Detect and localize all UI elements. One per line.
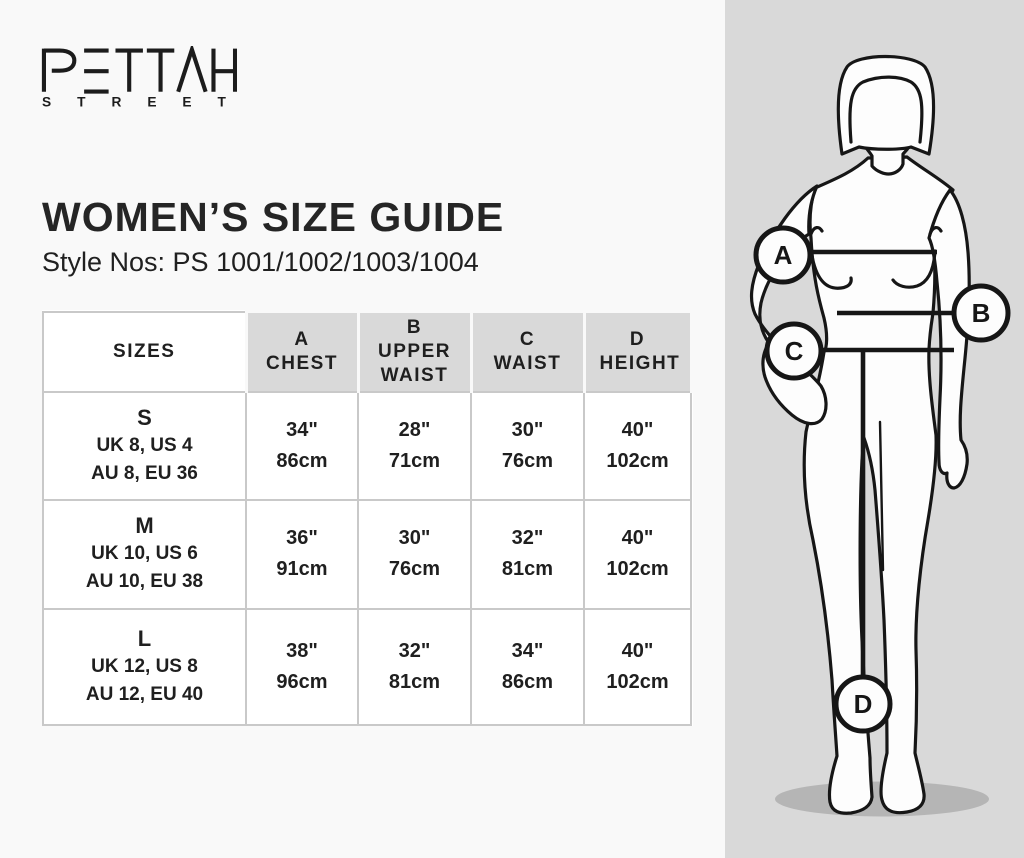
upper-waist-cell: 32" 81cm: [357, 607, 472, 726]
value-cm: 76cm: [501, 449, 554, 472]
size-uk-us: UK 12, US 8: [91, 655, 198, 677]
chest-cell: 34" 86cm: [245, 390, 359, 501]
value-cm: 102cm: [606, 449, 669, 472]
figure-bust-right: [891, 249, 937, 289]
header-name-height: HEIGHT: [599, 352, 681, 374]
figure-body: [802, 155, 955, 815]
figure-underarm-left: [809, 226, 824, 236]
value-cm: 81cm: [388, 670, 441, 693]
waist-cell: 30" 76cm: [470, 390, 585, 501]
value-cm: 86cm: [501, 670, 554, 693]
value-inches: 30": [398, 527, 431, 549]
value-cm: 91cm: [276, 558, 328, 580]
header-height: D HEIGHT: [582, 310, 693, 393]
size-cell-s: S UK 8, US 4 AU 8, EU 36: [42, 390, 247, 501]
value-cm: 102cm: [606, 670, 669, 693]
size-uk-us: UK 10, US 6: [91, 543, 198, 564]
pettah-street-logo: STREET: [41, 46, 237, 109]
figure-panel: A B C D: [725, 0, 1024, 858]
table-header-row: SIZES A CHEST B UPPER WAIST C WAIST D HE…: [42, 310, 693, 393]
size-label: S: [137, 404, 152, 430]
waist-cell: 32" 81cm: [470, 498, 585, 610]
marker-circle-a: [753, 225, 813, 285]
value-inches: 38": [286, 639, 318, 662]
chest-cell: 36" 91cm: [245, 498, 359, 610]
marker-circle-d: [833, 674, 893, 734]
value-inches: 32": [511, 527, 544, 549]
value-inches: 40": [621, 639, 654, 662]
logo-sub-text: STREET: [42, 94, 237, 109]
value-cm: 86cm: [276, 449, 328, 472]
size-cell-m: M UK 10, US 6 AU 10, EU 38: [42, 498, 247, 610]
header-letter-b: B: [406, 316, 423, 338]
size-table: SIZES A CHEST B UPPER WAIST C WAIST D HE…: [42, 310, 693, 726]
marker-label-a: A: [774, 240, 793, 270]
header-chest: A CHEST: [244, 310, 360, 393]
waist-cell: 34" 86cm: [470, 607, 585, 726]
value-cm: 71cm: [388, 449, 441, 472]
value-inches: 40": [621, 527, 654, 549]
value-inches: 28": [398, 418, 431, 441]
height-cell: 40" 102cm: [583, 607, 692, 726]
value-inches: 32": [398, 639, 431, 662]
figure-underarm-right: [928, 226, 943, 236]
height-cell: 40" 102cm: [583, 498, 692, 610]
measurement-figure: A B C D: [749, 54, 1011, 817]
style-numbers: Style Nos: PS 1001/1002/1003/1004: [42, 247, 479, 277]
upper-waist-cell: 30" 76cm: [357, 498, 472, 610]
value-inches: 34": [511, 639, 544, 662]
table-row-l: L UK 12, US 8 AU 12, EU 40 38" 96cm 32" …: [42, 607, 692, 726]
value-cm: 81cm: [501, 558, 554, 580]
header-upper-waist: B UPPER WAIST: [356, 310, 473, 393]
size-label: M: [135, 513, 154, 538]
header-name-waist: WAIST: [493, 352, 562, 374]
marker-label-d: D: [854, 689, 873, 719]
header-name-chest: CHEST: [266, 352, 338, 374]
upper-waist-cell: 28" 71cm: [357, 390, 472, 501]
marker-label-b: B: [972, 298, 991, 328]
size-label: L: [137, 625, 152, 651]
size-cell-l: L UK 12, US 8 AU 12, EU 40: [42, 607, 247, 726]
figure-hairline: [848, 75, 924, 144]
figure-inner-thigh-line: [878, 420, 885, 572]
value-inches: 34": [286, 418, 318, 441]
value-inches: 36": [286, 527, 318, 549]
value-inches: 40": [621, 418, 654, 441]
value-cm: 96cm: [276, 670, 328, 693]
chest-cell: 38" 96cm: [245, 607, 359, 726]
header-sizes: SIZES: [42, 310, 247, 393]
table-row-s: S UK 8, US 4 AU 8, EU 36 34" 86cm 28" 71…: [42, 390, 692, 501]
size-uk-us: UK 8, US 4: [96, 434, 193, 456]
value-cm: 102cm: [606, 558, 669, 580]
header-letter-d: D: [629, 328, 646, 350]
marker-circle-c: [764, 321, 824, 381]
page-title: WOMEN’S SIZE GUIDE: [42, 194, 505, 240]
marker-label-c: C: [785, 336, 804, 366]
header-letter-c: C: [519, 328, 536, 350]
size-au-eu: AU 12, EU 40: [85, 683, 204, 705]
marker-circle-b: [951, 283, 1011, 343]
table-row-m: M UK 10, US 6 AU 10, EU 38 36" 91cm 30" …: [42, 498, 692, 610]
value-cm: 76cm: [388, 558, 441, 580]
value-inches: 30": [511, 418, 544, 441]
header-waist: C WAIST: [469, 310, 586, 393]
figure-bust-left: [809, 248, 853, 290]
logo-wordmark: [41, 46, 237, 94]
header-letter-a: A: [294, 328, 310, 350]
size-au-eu: AU 10, EU 38: [85, 571, 204, 592]
header-name-upper-waist: UPPER WAIST: [378, 340, 451, 386]
size-au-eu: AU 8, EU 36: [91, 462, 198, 484]
height-cell: 40" 102cm: [583, 390, 692, 501]
